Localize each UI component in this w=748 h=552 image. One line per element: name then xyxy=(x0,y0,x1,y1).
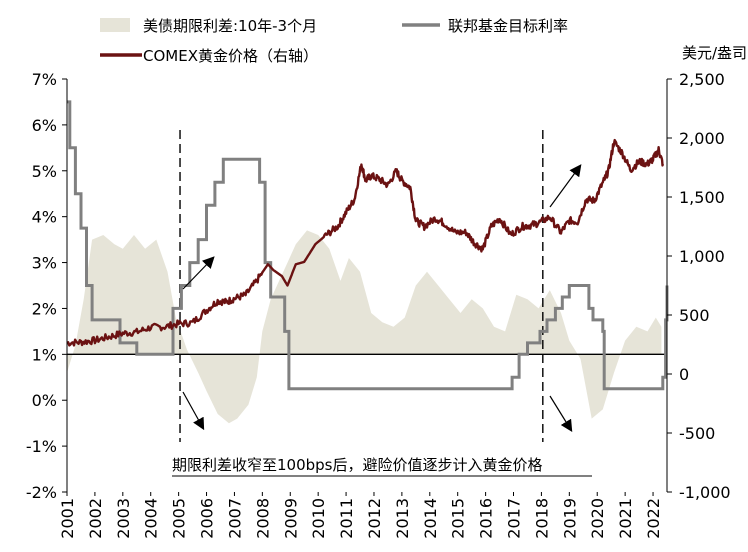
x-tick-label: 2002 xyxy=(86,498,105,539)
x-tick-label: 2021 xyxy=(616,498,635,539)
x-tick-label: 2009 xyxy=(281,498,300,539)
x-tick-label: 2012 xyxy=(365,498,384,539)
trend-arrow xyxy=(549,164,582,208)
legend-label-spread: 美债期限利差:10年-3个月 xyxy=(143,17,317,35)
spread-area-layer xyxy=(67,230,662,424)
x-tick-label: 2013 xyxy=(393,498,412,539)
gold-price-layer xyxy=(66,138,664,347)
spread-area xyxy=(67,230,662,424)
right-tick-label: 1,500 xyxy=(679,188,725,207)
legend-label-fed: 联邦基金目标利率 xyxy=(448,17,568,35)
x-tick-label: 2006 xyxy=(198,498,217,539)
right-tick-label: 2,000 xyxy=(679,129,725,148)
right-tick-label: 500 xyxy=(679,306,710,325)
x-tick-label: 2019 xyxy=(560,498,579,539)
left-tick-label: 2% xyxy=(32,299,57,318)
left-tick-label: 7% xyxy=(32,70,57,89)
left-axis-ticks: 7% 6% 5% 4% 3% 2% 1% 0% -1% -2% xyxy=(26,70,67,502)
x-tick-label: 2008 xyxy=(253,498,272,539)
legend-label-gold: COMEX黄金价格（右轴） xyxy=(143,47,318,65)
right-tick-label: 0 xyxy=(679,365,689,384)
x-tick-label: 2005 xyxy=(170,498,189,539)
x-tick-label: 2004 xyxy=(142,498,161,539)
x-tick-label: 2003 xyxy=(114,498,133,539)
fed-rate-layer xyxy=(67,100,669,391)
right-axis-ticks: 2,500 2,000 1,500 1,000 500 0 -500 -1,000 xyxy=(667,70,731,502)
x-tick-label: 2015 xyxy=(449,498,468,539)
left-tick-label: -2% xyxy=(26,483,57,502)
left-tick-label: 0% xyxy=(32,391,57,410)
x-tick-label: 2016 xyxy=(477,498,496,539)
trend-arrow xyxy=(182,256,215,290)
x-tick-label: 2011 xyxy=(337,498,356,539)
left-tick-label: 3% xyxy=(32,254,57,273)
x-tick-label: 2017 xyxy=(505,498,524,539)
legend-swatch-spread xyxy=(100,18,130,32)
x-tick-label: 2020 xyxy=(588,498,607,539)
x-tick-label: 2022 xyxy=(644,498,663,539)
right-axis-unit: 美元/盎司 xyxy=(682,44,747,62)
x-tick-label: 2018 xyxy=(532,498,551,539)
x-axis-ticks: 2001 2002 2003 2004 2005 2006 2007 2008 2009 2010… xyxy=(58,492,663,539)
left-tick-label: 4% xyxy=(32,208,57,227)
left-tick-label: -1% xyxy=(26,437,57,456)
left-tick-label: 1% xyxy=(32,345,57,364)
gold-price-line xyxy=(66,138,664,347)
right-tick-label: -1,000 xyxy=(679,483,731,502)
legend: 美债期限利差:10年-3个月 联邦基金目标利率 COMEX黄金价格（右轴） xyxy=(100,17,568,65)
x-tick-label: 2001 xyxy=(58,498,77,539)
x-tick-label: 2010 xyxy=(309,498,328,539)
left-tick-label: 5% xyxy=(32,162,57,181)
fed-rate-line xyxy=(67,100,669,391)
right-tick-label: 1,000 xyxy=(679,247,725,266)
annotation-text: 期限利差收窄至100bps后，避险价值逐步计入黄金价格 xyxy=(172,456,543,474)
x-tick-label: 2014 xyxy=(421,498,440,539)
trend-arrow xyxy=(549,395,573,433)
x-tick-label: 2007 xyxy=(225,498,244,539)
right-tick-label: -500 xyxy=(679,424,715,443)
right-tick-label: 2,500 xyxy=(679,70,725,89)
trend-arrows xyxy=(182,164,582,433)
trend-arrow xyxy=(182,391,205,431)
left-tick-label: 6% xyxy=(32,116,57,135)
